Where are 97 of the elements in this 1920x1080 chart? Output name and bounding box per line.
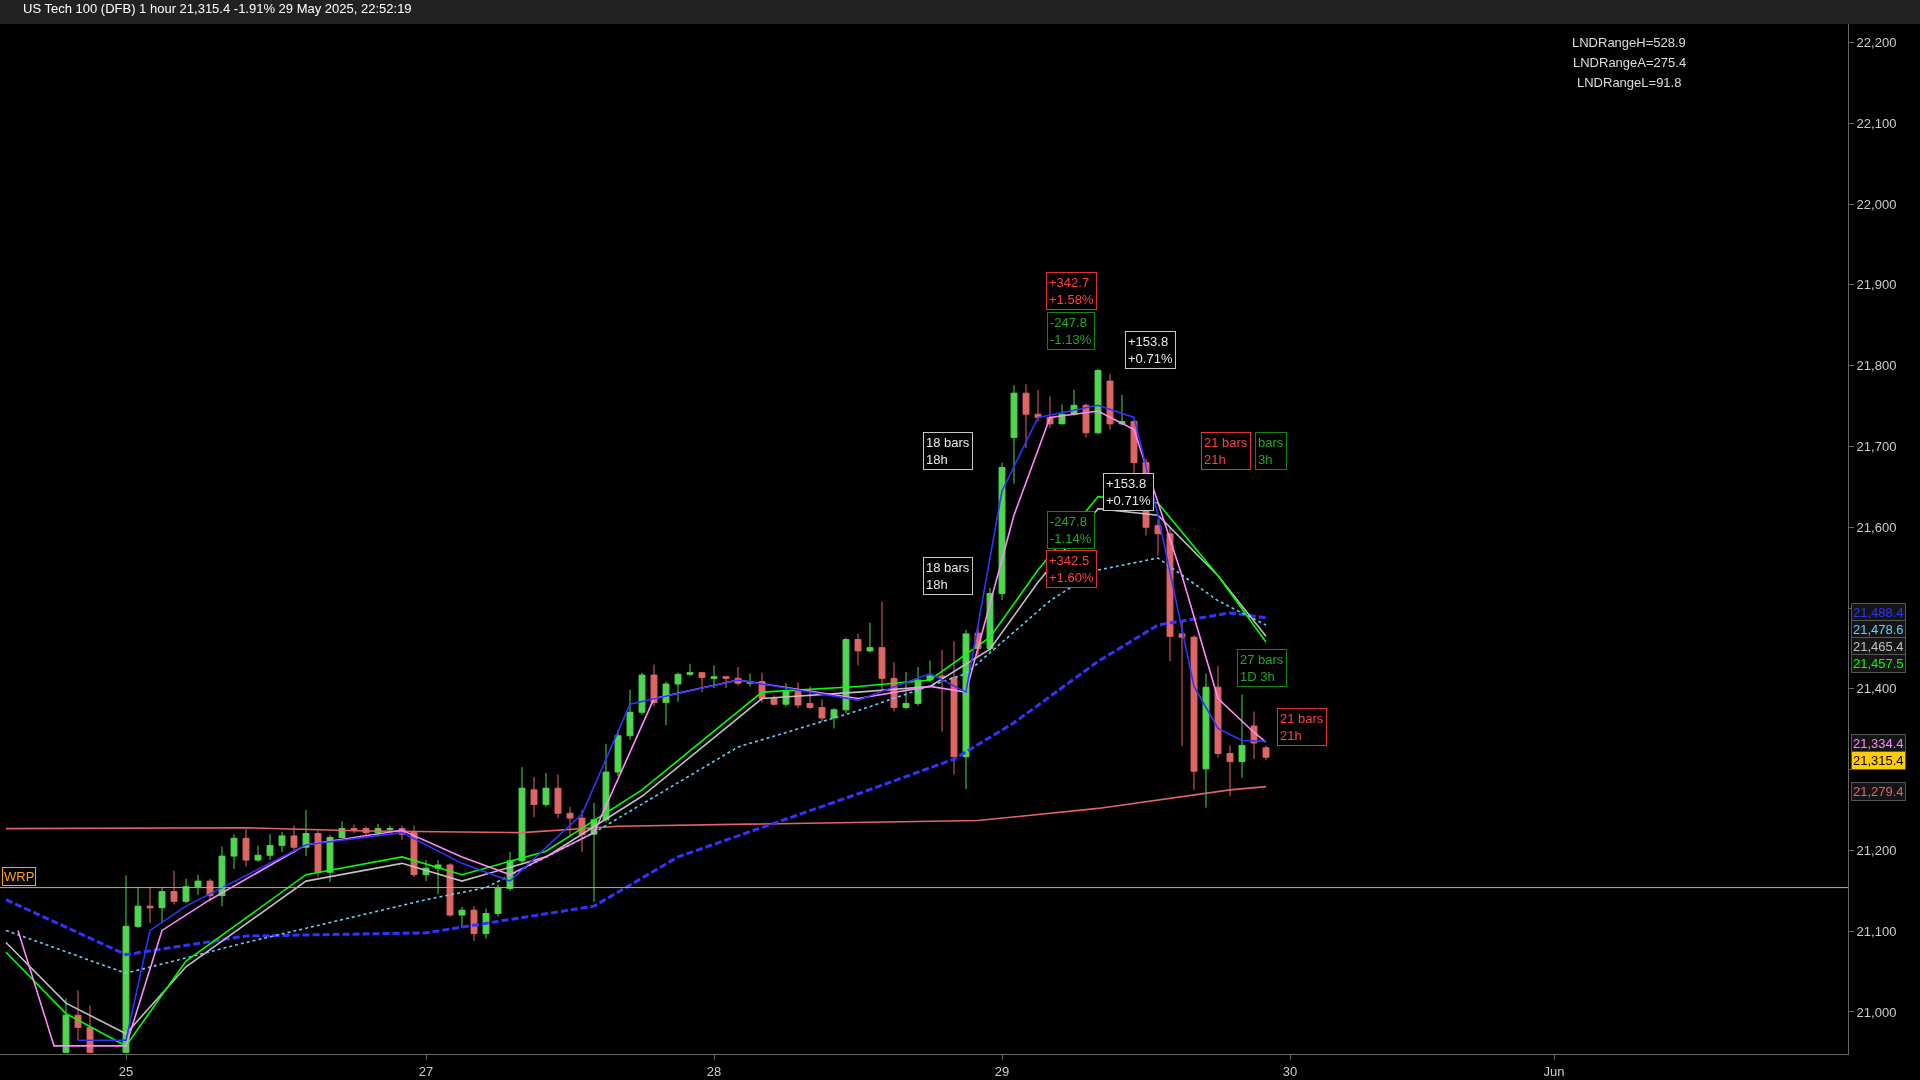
candlestick <box>1178 621 1186 747</box>
candlestick <box>134 886 142 929</box>
annotation: LNDRangeL=91.8 <box>1577 75 1682 90</box>
text: 21,315.4 <box>1853 753 1904 768</box>
annotation: +153.8 +0.71% <box>1106 476 1151 508</box>
candlestick <box>686 663 694 677</box>
annotation: 21 bars 21h <box>1204 435 1248 467</box>
text: 21,334.4 <box>1853 736 1904 751</box>
candlestick <box>1214 665 1222 759</box>
y-tick-label: 21,800 <box>1856 358 1897 374</box>
candlestick <box>1262 744 1270 761</box>
candlestick <box>1010 384 1018 485</box>
candlestick <box>866 622 874 653</box>
x-tick-label: 28 <box>706 1063 722 1079</box>
candlestick <box>1190 635 1198 791</box>
y-tick-label: 22,000 <box>1856 196 1897 212</box>
candlestick <box>182 878 190 904</box>
annotation: -247.8 -1.14% <box>1050 514 1092 546</box>
candlestick <box>446 862 454 918</box>
candlestick <box>62 997 70 1053</box>
annotation: +153.8 +0.71% <box>1128 334 1173 366</box>
candlestick <box>1202 673 1210 809</box>
y-tick-label: 21,000 <box>1856 1004 1897 1020</box>
candlestick <box>194 874 202 896</box>
text: 21,478.6 <box>1853 622 1904 637</box>
candlestick <box>1106 373 1114 431</box>
text: 21,488.4 <box>1853 605 1904 620</box>
candlestick <box>470 905 478 942</box>
text: 21,279.4 <box>1853 784 1904 799</box>
y-tick-label: 21,400 <box>1856 681 1897 697</box>
candlestick <box>254 845 262 863</box>
candlestick <box>218 845 226 907</box>
candlestick <box>674 672 682 703</box>
candlestick <box>950 640 958 775</box>
y-tick-label: 21,900 <box>1856 277 1897 293</box>
candlestick <box>626 689 634 741</box>
candlestick <box>614 729 622 777</box>
candlestick <box>806 685 814 710</box>
candlestick <box>818 698 826 723</box>
annotation: LNDRangeA=275.4 <box>1573 55 1687 70</box>
candlestick <box>230 833 238 870</box>
candlestick <box>302 809 310 857</box>
annotation: 21 bars 21h <box>1280 711 1324 743</box>
y-tick-label: 21,700 <box>1856 439 1897 455</box>
candlestick <box>530 776 538 818</box>
candlestick <box>542 772 550 808</box>
candlestick <box>554 773 562 819</box>
candlestick <box>854 633 862 666</box>
chart-title: US Tech 100 (DFB) 1 hour 21,315.4 -1.91% 29 May 2025, 22:52:19 <box>23 1 412 17</box>
y-tick-label: 21,600 <box>1856 519 1897 535</box>
y-tick-label: 22,200 <box>1856 35 1897 51</box>
candlestick <box>278 831 286 853</box>
text: 21,457.5 <box>1853 656 1904 671</box>
candlestick <box>710 664 718 689</box>
y-tick-label: 21,200 <box>1856 842 1897 858</box>
candlestick <box>518 766 526 865</box>
candlestick <box>266 833 274 861</box>
annotation: 18 bars 18h <box>926 435 970 467</box>
candlestick <box>1094 368 1102 435</box>
candlestick <box>722 675 730 689</box>
candlestick <box>458 906 466 929</box>
annotation: -247.8 -1.13% <box>1050 315 1092 347</box>
candlestick <box>662 681 670 726</box>
candlestick <box>878 601 886 691</box>
candlestick <box>650 664 658 708</box>
candlestick <box>770 694 778 707</box>
candlestick <box>1238 694 1246 779</box>
candlestick <box>146 886 154 924</box>
annotation: 27 bars 1D 3h <box>1240 652 1284 684</box>
candlestick <box>158 887 166 924</box>
candlestick <box>1154 518 1162 557</box>
x-tick-label: 25 <box>118 1063 134 1079</box>
y-tick-label: 22,100 <box>1856 115 1897 131</box>
candlestick <box>386 824 394 832</box>
x-tick-label: Jun <box>1543 1063 1565 1079</box>
candlestick <box>902 671 910 710</box>
x-tick-label: 30 <box>1282 1063 1298 1079</box>
ref-line-label: WRP <box>4 869 35 884</box>
candlestick <box>830 707 838 729</box>
x-tick-label: 27 <box>418 1063 434 1079</box>
candlestick <box>494 883 502 918</box>
annotation: LNDRangeH=528.9 <box>1572 35 1686 50</box>
annotation: 18 bars 18h <box>926 560 970 592</box>
annotation: +342.5 +1.60% <box>1049 553 1094 585</box>
candlestick <box>74 989 82 1041</box>
candlestick <box>1022 383 1030 449</box>
candlestick <box>638 672 646 716</box>
x-tick-label: 29 <box>994 1063 1010 1079</box>
candlestick <box>938 649 946 733</box>
candlestick <box>698 672 706 693</box>
y-tick-label: 21,100 <box>1856 923 1897 939</box>
annotation: bars 3h <box>1258 435 1284 467</box>
candlestick <box>122 874 130 1053</box>
candlestick <box>338 820 346 839</box>
candlestick <box>170 870 178 906</box>
annotation: +342.7 +1.58% <box>1049 275 1094 307</box>
text: 21,465.4 <box>1853 639 1904 654</box>
